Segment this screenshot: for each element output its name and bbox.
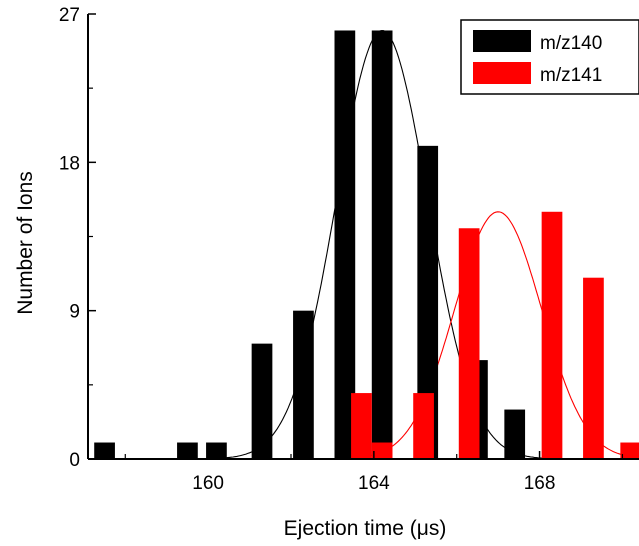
- x-tick-label-1: 164: [358, 473, 390, 494]
- bar-series-2-2: [413, 393, 434, 459]
- y-tick-label-2: 18: [59, 153, 80, 174]
- y-tick-label-3: 27: [59, 5, 80, 26]
- bar-series-1-7: [417, 145, 439, 459]
- y-tick-label-0: 0: [69, 450, 80, 471]
- y-axis-title: Number of Ions: [14, 171, 37, 315]
- x-tick-label-0: 160: [192, 473, 224, 494]
- bar-series-1-6: [371, 30, 393, 460]
- legend-swatch-1: [473, 30, 531, 52]
- bar-series-1-0: [94, 442, 115, 459]
- bar-series-1-4: [293, 310, 314, 459]
- axes: 0 9 18 27 160 164 168: [59, 5, 639, 494]
- bar-series-2-0: [351, 393, 372, 459]
- bar-series-2-6: [583, 277, 604, 459]
- bar-series-1-5: [334, 30, 356, 460]
- bar-series-1-1: [177, 442, 198, 459]
- x-tick-label-2: 168: [524, 473, 556, 494]
- bar-series-2-7: [620, 442, 639, 459]
- bar-series-2-3: [458, 228, 480, 459]
- bar-series-1-9: [504, 409, 526, 459]
- bar-series-1-3: [251, 343, 273, 459]
- bar-series-1-2: [206, 442, 227, 459]
- y-tick-label-1: 9: [69, 302, 80, 323]
- bar-series-2-5: [541, 211, 563, 459]
- legend-label-1: m/z140: [540, 33, 602, 54]
- bars: [94, 30, 639, 460]
- bar-series-2-1: [371, 442, 393, 459]
- x-axis-title: Ejection time (μs): [284, 517, 447, 540]
- legend-label-2: m/z141: [540, 65, 602, 86]
- legend: m/z140 m/z141: [460, 19, 639, 95]
- legend-swatch-2: [473, 62, 531, 84]
